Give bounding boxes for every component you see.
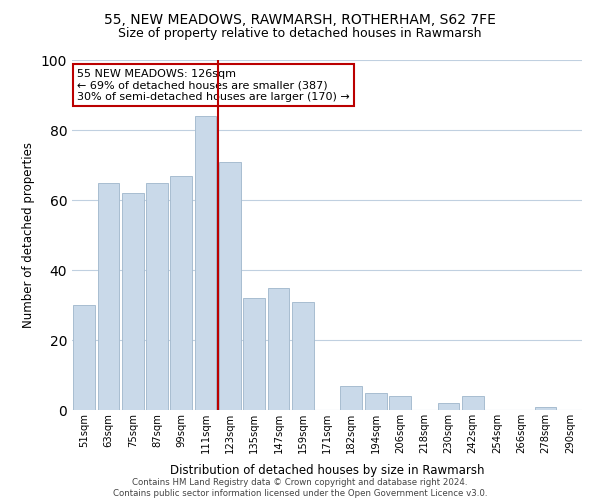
Bar (340, 386, 362, 410)
Y-axis label: Number of detached properties: Number of detached properties (22, 142, 35, 328)
Text: 55, NEW MEADOWS, RAWMARSH, ROTHERHAM, S62 7FE: 55, NEW MEADOWS, RAWMARSH, ROTHERHAM, S6… (104, 12, 496, 26)
Bar (122, 193, 143, 410)
Bar (437, 403, 460, 410)
Text: Size of property relative to detached houses in Rawmarsh: Size of property relative to detached ho… (118, 28, 482, 40)
Bar (389, 396, 411, 410)
Bar (194, 116, 217, 410)
Bar (146, 182, 168, 410)
Bar (243, 298, 265, 410)
Bar (268, 288, 289, 410)
Bar (97, 182, 119, 410)
Text: 55 NEW MEADOWS: 126sqm
← 69% of detached houses are smaller (387)
30% of semi-de: 55 NEW MEADOWS: 126sqm ← 69% of detached… (77, 69, 350, 102)
Text: Contains HM Land Registry data © Crown copyright and database right 2024.
Contai: Contains HM Land Registry data © Crown c… (113, 478, 487, 498)
Bar (73, 305, 95, 410)
Bar (535, 406, 556, 410)
Bar (462, 396, 484, 410)
Bar (365, 392, 386, 410)
Bar (219, 162, 241, 410)
X-axis label: Distribution of detached houses by size in Rawmarsh: Distribution of detached houses by size … (170, 464, 484, 477)
Bar (292, 302, 314, 410)
Bar (170, 176, 192, 410)
